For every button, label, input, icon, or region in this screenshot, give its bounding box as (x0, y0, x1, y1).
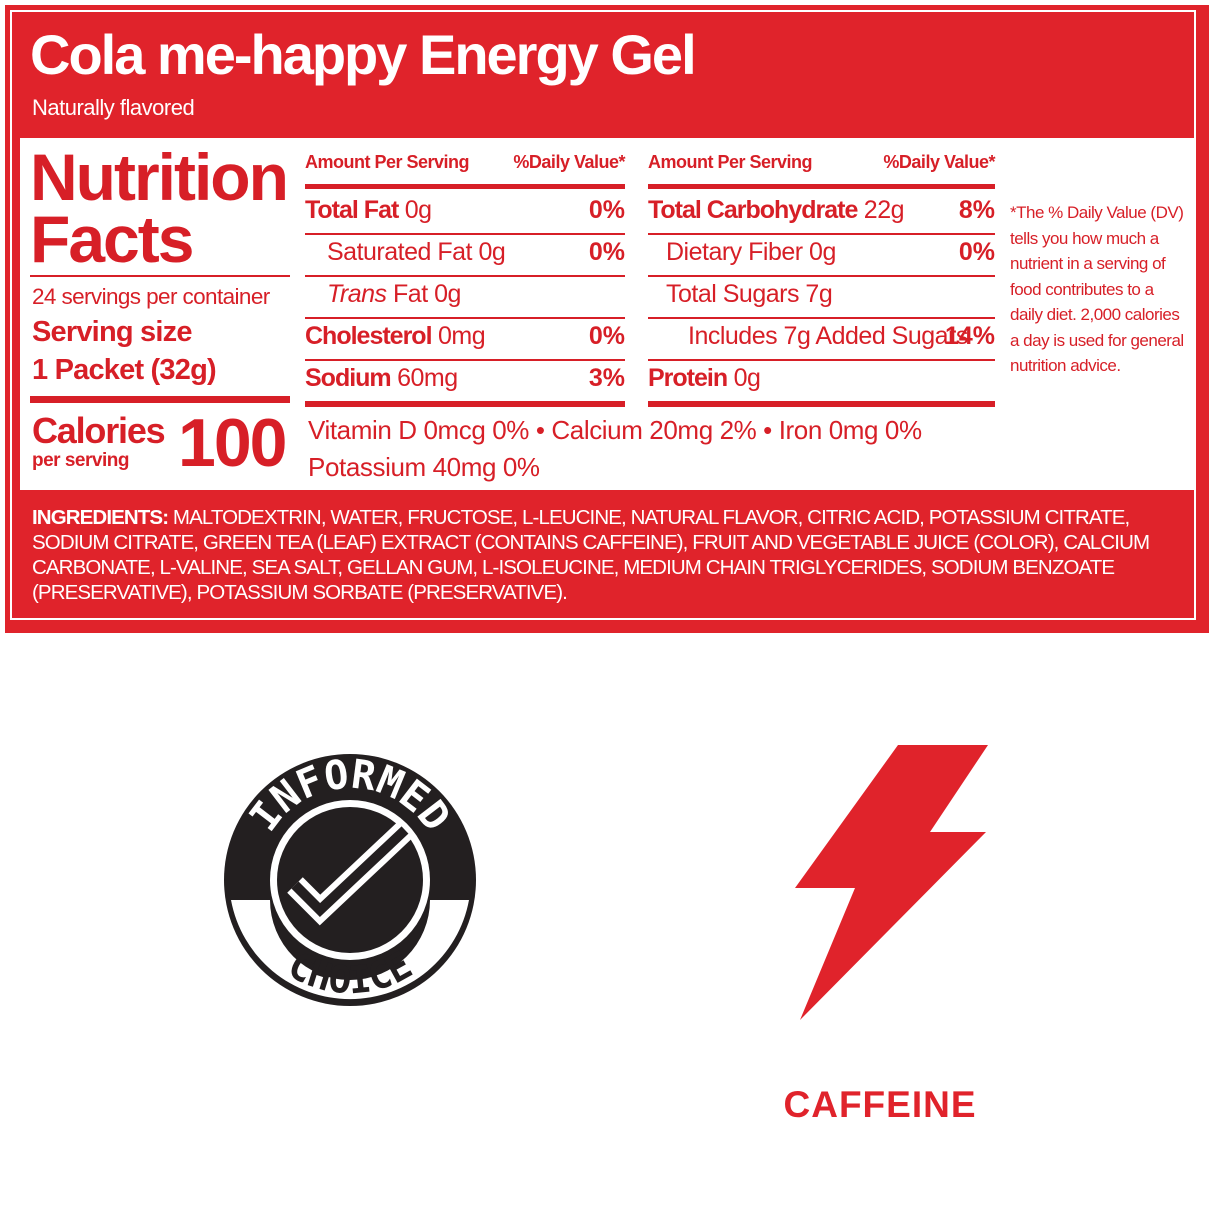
product-title: Cola me-happy Energy Gel (30, 23, 697, 86)
facts-panel (20, 138, 1196, 490)
rule (30, 275, 290, 277)
rule (648, 359, 995, 361)
caffeine-label: CAFFEINE (784, 1084, 977, 1125)
product-subtitle: Naturally flavored (32, 95, 195, 120)
badges: INFORMED CHOICE CAFFEINE (224, 745, 988, 1125)
nutrient-amount: 0mg (437, 322, 486, 350)
nutrient-amount: 0g (809, 238, 836, 266)
serving-size: 1 Packet (32g) (32, 354, 217, 386)
daily-value: 14% (944, 322, 995, 350)
nutrient-row: Saturated Fat 0g (327, 238, 506, 267)
nutrient-row: Total Fat 0g (305, 196, 432, 225)
rule (305, 401, 625, 407)
rule (305, 184, 625, 189)
nutrient-amount: 0g (478, 238, 506, 266)
servings: 24 servings per container (32, 284, 270, 309)
nutrient-name: Total Carbohydrate (648, 196, 858, 224)
nutrient-row: Cholesterol 0mg (305, 322, 486, 351)
rule (305, 359, 625, 361)
daily-value: 0% (588, 238, 625, 266)
nutrient-amount: 0g (733, 364, 761, 392)
check (291, 826, 409, 917)
ingredients-label: INGREDIENTS: (32, 506, 169, 529)
nutrient-row: Protein 0g (648, 364, 761, 393)
nutrient-name: Dietary Fiber (666, 238, 803, 266)
daily-value: 0% (588, 196, 625, 224)
daily-value: 0% (588, 322, 625, 350)
rule (305, 275, 625, 277)
nutrient-amount: 60mg (397, 364, 458, 392)
nutrient-name: Saturated Fat (327, 238, 472, 266)
rule (648, 275, 995, 277)
nutrient-name: Total Sugars (666, 280, 799, 308)
calories-sub: per serving (32, 450, 129, 471)
nutrient-name: Protein (648, 364, 728, 392)
caffeine-bolt (795, 745, 988, 1020)
nutrient-row: Total Sugars 7g (666, 280, 833, 309)
nutrient-name: Includes 7g Added Sugars (688, 322, 968, 350)
nutrient-row: Dietary Fiber 0g (666, 238, 836, 267)
nutrient-amount: 0g (434, 280, 461, 308)
nutrient-row: Trans Fat 0g (327, 280, 461, 309)
ingredients-text: MALTODEXTRIN, WATER, FRUCTOSE, L-LEUCINE… (32, 506, 1150, 604)
rule (648, 401, 995, 407)
daily-value: 3% (588, 364, 625, 392)
serving-size-label: Serving size (32, 316, 192, 348)
calories-value: 100 (178, 405, 287, 481)
nutrient-amount: 0g (404, 196, 432, 224)
rule (648, 233, 995, 235)
nutrient-name: Total Fat (305, 196, 399, 224)
ingredients: INGREDIENTS: MALTODEXTRIN, WATER, FRUCTO… (32, 505, 1182, 605)
rule (30, 396, 290, 403)
nutrient-name: Cholesterol (305, 322, 433, 350)
amount-header: Amount Per Serving (305, 152, 470, 172)
daily-value: 0% (958, 238, 995, 266)
rule (305, 233, 625, 235)
nutrient-name: Sodium (305, 364, 392, 392)
amount-header: Amount Per Serving (648, 152, 813, 172)
rule (648, 317, 995, 319)
rule (648, 184, 995, 189)
footnote: *The % Daily Value (DV) tells you how mu… (1010, 203, 1184, 375)
nutrient-name: Fat (393, 280, 428, 308)
daily-value: 8% (958, 196, 995, 224)
nutrient-amount: 7g (805, 280, 833, 308)
calories-label: Calories (32, 410, 166, 451)
facts-title: Nutrition Facts (30, 140, 289, 276)
nutrient-row: Sodium 60mg (305, 364, 458, 393)
dv-header: %Daily Value* (513, 152, 625, 172)
badge-band (231, 900, 469, 1000)
nutrient-name-italic: Trans (327, 280, 387, 308)
nutrient-row: Includes 7g Added Sugars (688, 322, 968, 351)
vitamins: Vitamin D 0mcg 0% • Calcium 20mg 2% • Ir… (308, 415, 922, 445)
vitamins: Potassium 40mg 0% (308, 452, 540, 482)
dv-header: %Daily Value* (883, 152, 995, 172)
nutrient-amount: 22g (863, 196, 905, 224)
nutrient-row: Total Carbohydrate 22g (648, 196, 905, 225)
rule (305, 317, 625, 319)
